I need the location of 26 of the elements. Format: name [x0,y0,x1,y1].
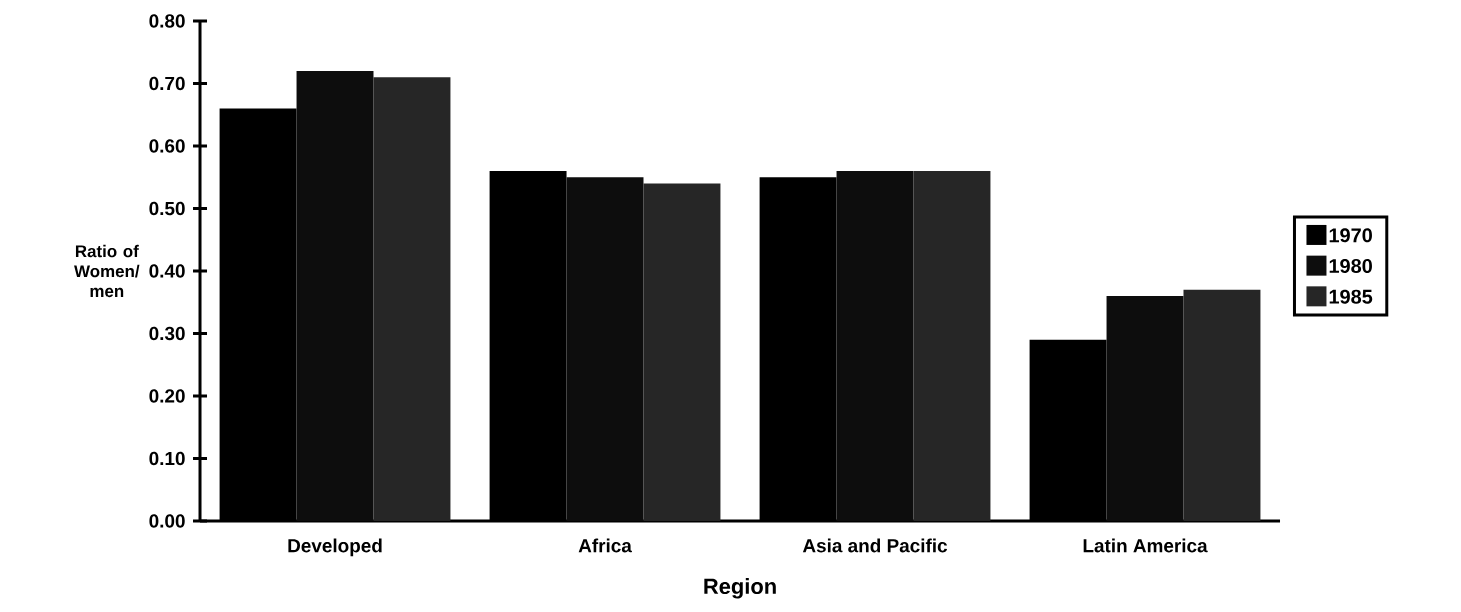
legend-label: 1980 [1329,258,1372,274]
y-tick-label: 0.10 [149,451,185,466]
bar [836,170,914,521]
bar [913,170,991,521]
y-tick-label: 0.60 [149,139,185,153]
y-tick-label: 0.40 [149,264,185,278]
y-tick-label: 0.70 [149,76,185,91]
x-tick-label: Developed [288,538,382,557]
bar [373,77,451,521]
legend-label: 1985 [1329,289,1373,304]
y-tick-label: 0.00 [149,514,185,528]
y-tick-label: 0.50 [149,201,185,216]
x-tick-label: Latin America [1083,538,1208,553]
y-axis-title: Ratio of Women/ men [74,244,140,298]
bar [296,70,374,521]
bar [566,177,644,521]
bar [1106,295,1184,521]
x-tick-label: Asia and Pacific [802,538,948,553]
x-axis-title: Region [704,577,776,599]
bar [643,183,721,521]
y-tick-label: 0.20 [149,389,185,403]
y-tick-label: 0.30 [149,326,185,341]
x-tick-label: Africa [578,538,632,553]
bar [1183,289,1261,521]
legend-label: 1970 [1329,228,1372,243]
y-tick-label: 0.80 [149,14,185,28]
